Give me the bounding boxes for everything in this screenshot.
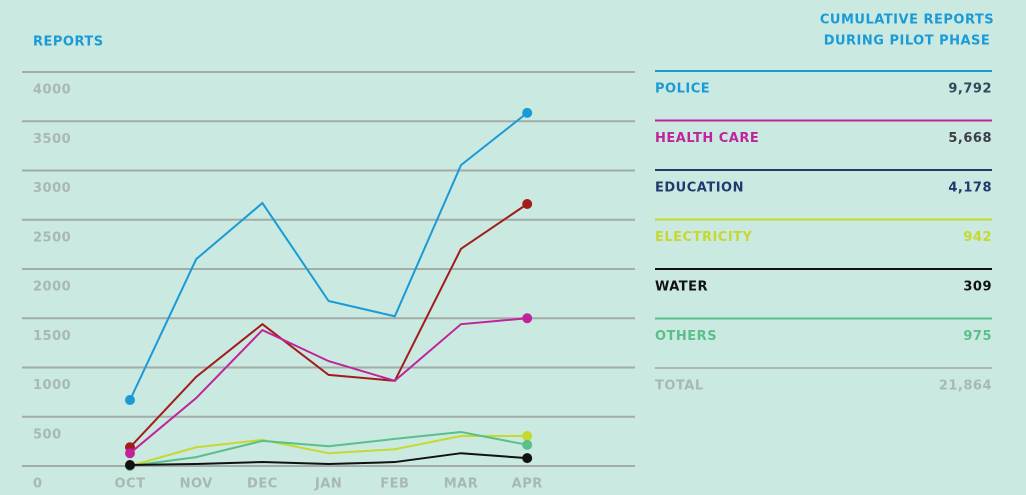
- row-value: 942: [963, 230, 992, 245]
- row-label: OTHERS: [655, 329, 717, 344]
- end-dot: [125, 395, 135, 406]
- series-line: [129, 434, 528, 467]
- series-line: [129, 203, 528, 448]
- row-value: 309: [963, 280, 992, 295]
- end-dot: [522, 313, 533, 324]
- row-label: WATER: [655, 280, 708, 295]
- y-tick-label: 2000: [33, 280, 71, 295]
- end-dot: [125, 460, 135, 471]
- y-tick-label: 2500: [33, 230, 71, 245]
- y-tick-label: 1000: [33, 378, 71, 393]
- row-value: 5,668: [948, 131, 992, 146]
- y-tick-label: 4000: [33, 83, 71, 98]
- row-label: ELECTRICITY: [655, 230, 753, 245]
- x-tick-label: FEB: [380, 477, 409, 492]
- x-tick-label: DEC: [247, 477, 278, 492]
- end-dot: [522, 439, 533, 450]
- row-value: 4,178: [948, 181, 992, 196]
- x-tick-label: MAR: [444, 477, 479, 492]
- row-value: 9,792: [948, 82, 992, 97]
- end-dot: [522, 107, 533, 118]
- row-label: POLICE: [655, 82, 710, 97]
- row-label: HEALTH CARE: [655, 131, 759, 146]
- y-tick-label: 3000: [33, 181, 71, 196]
- x-tick-label: APR: [512, 477, 543, 492]
- series-line: [129, 317, 528, 454]
- y-tick-label: 1500: [33, 329, 71, 344]
- table-title: CUMULATIVE REPORTS: [820, 13, 994, 28]
- y-tick-label: 0: [33, 477, 43, 492]
- y-tick-label: 500: [33, 427, 62, 442]
- series-line: [129, 112, 528, 401]
- y-tick-label: 3500: [33, 132, 71, 147]
- end-dot: [125, 448, 135, 459]
- x-tick-label: NOV: [180, 477, 213, 492]
- x-tick-label: OCT: [115, 477, 146, 492]
- row-label: TOTAL: [655, 379, 704, 394]
- series-line: [129, 452, 528, 467]
- x-tick-label: JAN: [314, 477, 342, 492]
- series-line: [129, 431, 528, 467]
- end-dot: [522, 453, 533, 464]
- end-dot: [522, 430, 533, 441]
- row-label: EDUCATION: [655, 181, 744, 196]
- chart-title: REPORTS: [33, 35, 104, 50]
- row-value: 21,864: [939, 379, 992, 394]
- row-value: 975: [963, 329, 992, 344]
- table-title: DURING PILOT PHASE: [824, 34, 991, 49]
- end-dot: [522, 198, 533, 209]
